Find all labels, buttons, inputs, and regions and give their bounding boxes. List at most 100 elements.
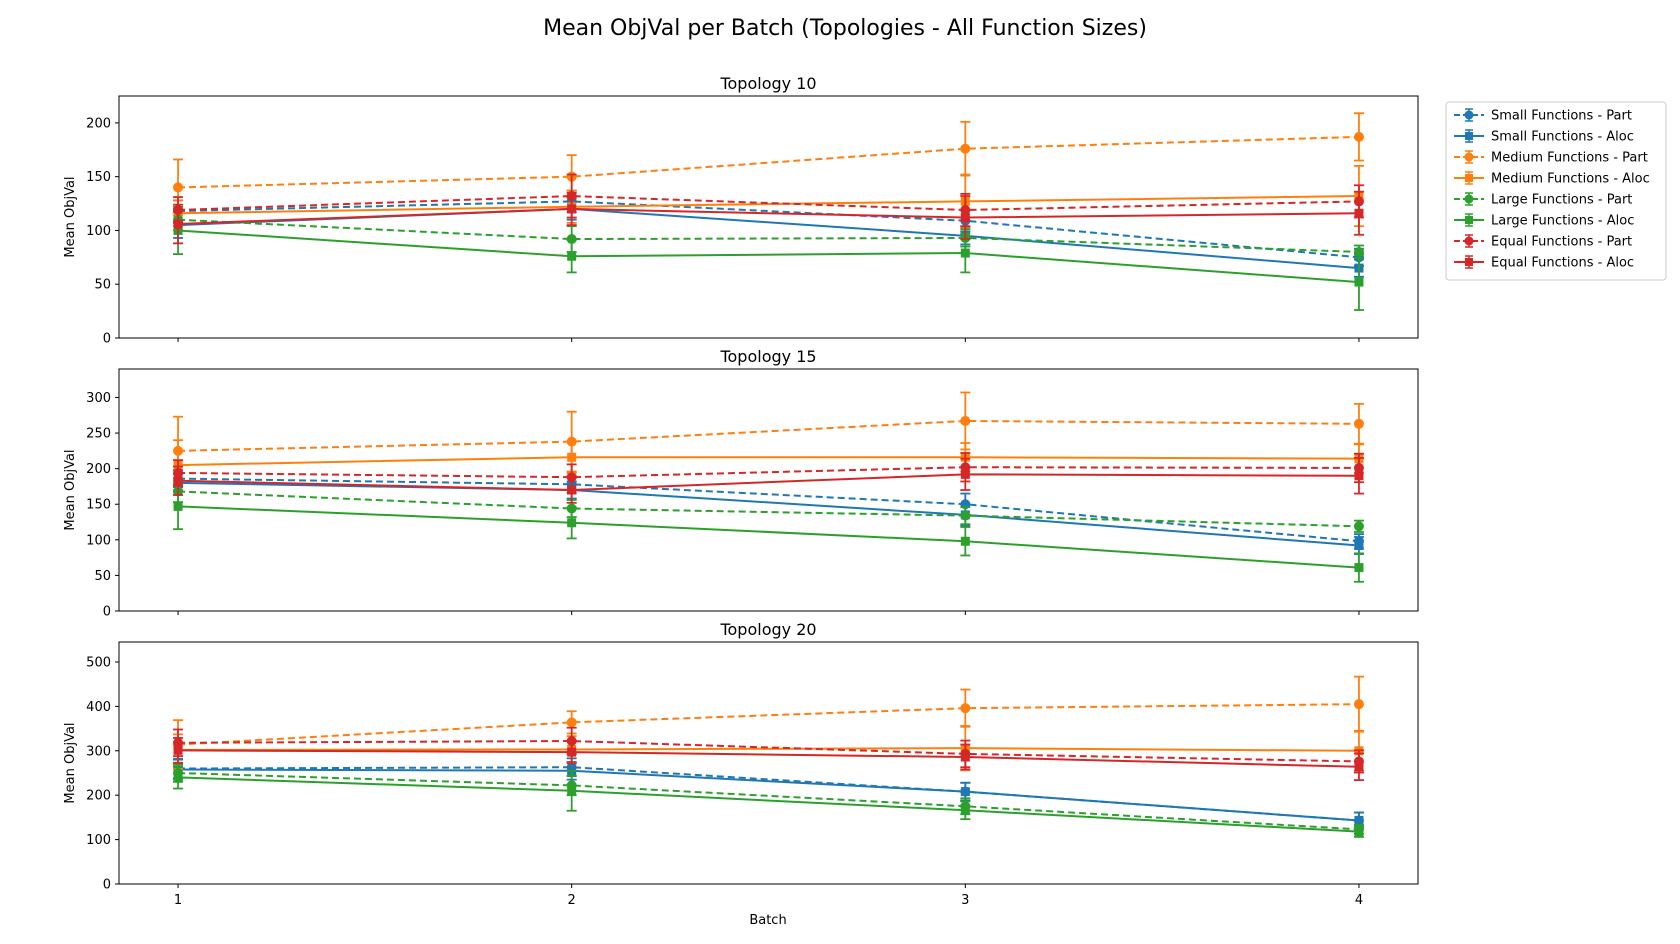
series-5 — [173, 763, 1364, 835]
x-axis-label: Batch — [749, 913, 786, 928]
data-point — [173, 772, 183, 782]
series-line — [178, 776, 1360, 833]
series-6 — [173, 765, 1364, 838]
data-point — [1353, 418, 1364, 429]
y-tick-label: 150 — [86, 170, 111, 185]
legend-item: Equal Functions - Aloc — [1454, 255, 1634, 271]
y-tick-label: 100 — [86, 533, 111, 548]
y-tick-label: 0 — [103, 878, 111, 893]
legend-marker — [1464, 194, 1474, 204]
series-2 — [173, 758, 1364, 830]
series-line — [178, 419, 1359, 452]
data-point — [173, 219, 183, 229]
data-point — [567, 251, 577, 261]
x-tick-label: 1 — [174, 893, 182, 908]
data-point — [173, 501, 183, 511]
y-tick-label: 200 — [86, 462, 111, 477]
data-point — [960, 787, 970, 797]
subplot-title: Topology 10 — [719, 74, 816, 93]
series-8 — [173, 737, 1364, 781]
data-point — [960, 805, 970, 815]
legend-item: Medium Functions - Part — [1454, 150, 1648, 166]
data-point — [960, 703, 971, 714]
legend-label: Equal Functions - Aloc — [1491, 256, 1634, 271]
axes-frame — [118, 641, 1419, 885]
series-line — [178, 200, 1360, 259]
axes-frame — [118, 368, 1419, 612]
y-tick-label: 500 — [86, 655, 111, 670]
data-point — [1354, 541, 1364, 551]
data-point — [567, 485, 577, 495]
legend-label: Medium Functions - Part — [1491, 151, 1648, 166]
legend-marker — [1464, 236, 1474, 246]
series-line — [177, 218, 1359, 253]
data-point — [567, 452, 577, 462]
subplot-title: Topology 20 — [719, 620, 816, 639]
data-point — [1354, 762, 1364, 772]
series-line — [178, 477, 1360, 543]
series-4 — [173, 725, 1364, 772]
series-3 — [173, 112, 1364, 217]
series-line — [177, 229, 1360, 284]
y-tick-label: 200 — [86, 116, 111, 131]
series-line — [178, 481, 1360, 547]
series-line — [178, 747, 1359, 752]
data-point — [960, 415, 971, 426]
series-line — [178, 207, 1359, 225]
series-line — [177, 703, 1359, 746]
series-line — [178, 195, 1359, 212]
legend-item: Medium Functions - Aloc — [1454, 171, 1650, 187]
y-tick-label: 150 — [86, 498, 111, 513]
data-point — [960, 536, 970, 546]
series-3 — [173, 391, 1364, 486]
series-line — [178, 505, 1360, 569]
y-axis-label: Mean ObjVal — [63, 449, 78, 530]
series-line — [178, 749, 1359, 768]
series-1 — [173, 757, 1364, 830]
data-point — [1353, 131, 1364, 142]
data-point — [1354, 563, 1364, 573]
data-point — [1353, 521, 1364, 532]
y-tick-label: 250 — [86, 427, 111, 442]
legend-item: Small Functions - Aloc — [1454, 129, 1634, 145]
x-tick-label: 2 — [568, 893, 576, 908]
legend-marker — [1465, 132, 1473, 140]
series-8 — [173, 190, 1364, 245]
y-tick-label: 300 — [86, 744, 111, 759]
data-point — [960, 143, 971, 154]
x-tick-label: 3 — [961, 893, 969, 908]
axes-frame — [118, 95, 1419, 339]
series-line — [178, 456, 1359, 467]
y-tick-label: 100 — [86, 833, 111, 848]
legend-label: Large Functions - Part — [1491, 193, 1632, 208]
data-point — [960, 752, 970, 762]
series-line — [178, 466, 1359, 479]
subplot-1: Topology 10 Mean ObjVal 0 50 100 150 200 — [63, 74, 1419, 347]
series-line — [178, 740, 1359, 763]
data-point — [173, 182, 184, 193]
data-point — [173, 745, 183, 755]
legend-marker — [1464, 152, 1474, 162]
legend: Small Functions - Part Small Functions - … — [1445, 101, 1667, 281]
data-point — [173, 476, 183, 486]
y-axis-label: Mean ObjVal — [63, 176, 78, 257]
y-tick-label: 0 — [103, 332, 111, 347]
y-tick-label: 0 — [103, 605, 111, 620]
data-point — [1354, 208, 1364, 218]
series-8 — [173, 457, 1364, 504]
legend-label: Large Functions - Aloc — [1491, 214, 1634, 229]
series-line — [178, 490, 1359, 528]
legend-marker — [1465, 174, 1473, 182]
legend-marker — [1465, 216, 1473, 224]
legend-item: Small Functions - Part — [1454, 108, 1632, 124]
data-point — [960, 213, 970, 223]
legend-frame — [1445, 101, 1667, 281]
data-point — [567, 786, 577, 796]
series-line — [178, 766, 1360, 822]
legend-item: Large Functions - Aloc — [1454, 213, 1634, 229]
y-axis-label: Mean ObjVal — [63, 722, 78, 803]
data-point — [960, 248, 970, 258]
y-tick-label: 50 — [94, 278, 111, 293]
